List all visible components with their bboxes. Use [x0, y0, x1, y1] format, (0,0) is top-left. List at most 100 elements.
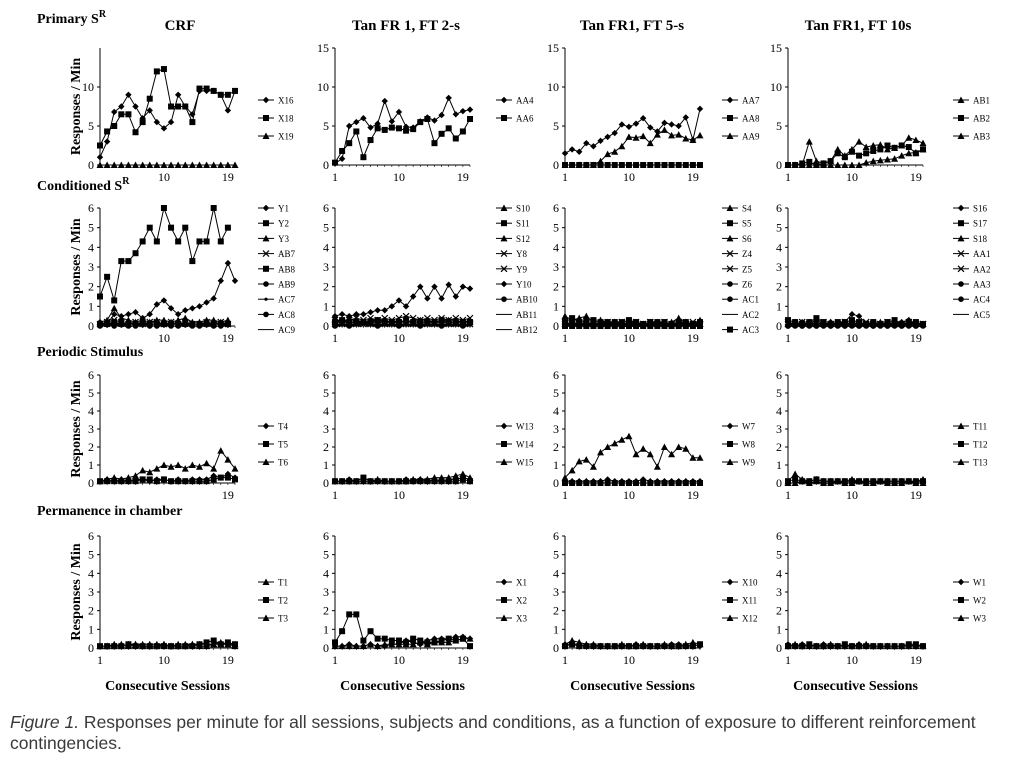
legend-label: AA4: [516, 96, 534, 106]
point-marker-triangle: [466, 635, 474, 642]
point-marker-square: [97, 293, 103, 300]
point-marker-triangle: [345, 477, 353, 485]
point-marker-square: [182, 478, 189, 485]
point-marker-square: [654, 480, 661, 486]
point-marker-triangle: [352, 477, 360, 485]
point-marker-square: [438, 130, 445, 137]
point-marker-diamond: [353, 118, 360, 126]
point-marker-diamond: [675, 122, 682, 130]
point-marker-square: [611, 480, 618, 486]
point-marker-square: [168, 224, 175, 231]
y-tick-label: 6: [776, 368, 782, 382]
point-marker-triangle: [827, 640, 835, 648]
point-marker-triangle: [848, 161, 856, 168]
point-marker-diamond: [682, 114, 689, 121]
point-marker-triangle: [466, 474, 474, 481]
point-marker-triangle: [181, 465, 189, 472]
point-marker-triangle: [798, 161, 806, 168]
point-marker-triangle: [231, 465, 239, 472]
y-tick-label: 2: [553, 604, 559, 618]
point-marker-triangle: [876, 477, 884, 485]
point-marker-diamond: [590, 143, 597, 150]
point-marker-diamond: [445, 281, 452, 288]
point-marker-triangle: [416, 475, 424, 483]
legend-label: S16: [973, 204, 988, 214]
point-marker-circle: [263, 281, 269, 287]
y-tick-label: 1: [323, 299, 329, 313]
point-marker-square: [611, 323, 618, 329]
series-line-W9: [564, 435, 700, 478]
y-tick-label: 2: [553, 280, 559, 294]
point-marker-triangle: [146, 161, 154, 168]
point-marker-triangle: [791, 479, 799, 486]
y-tick-label: 6: [88, 368, 94, 382]
point-marker-circle: [501, 296, 507, 303]
point-marker-square: [697, 162, 703, 168]
point-marker-triangle: [597, 157, 605, 165]
point-marker-square: [353, 128, 360, 135]
point-marker-x: [726, 250, 734, 258]
y-tick-label: 2: [323, 604, 329, 618]
point-marker-diamond: [500, 280, 508, 288]
point-marker-square: [891, 144, 898, 151]
x-tick-label: 19: [457, 488, 469, 502]
y-tick-label: 2: [88, 280, 94, 294]
point-marker-triangle: [883, 642, 891, 650]
legend-label: T1: [278, 578, 288, 588]
point-marker-triangle: [675, 131, 683, 138]
x-tick-label: 19: [222, 488, 234, 502]
point-marker-triangle: [855, 477, 863, 485]
point-marker-triangle: [381, 640, 389, 648]
x-tick-label: 1: [332, 488, 338, 502]
point-marker-triangle: [438, 318, 446, 326]
point-marker-dot: [264, 297, 268, 301]
legend-label: Y1: [278, 204, 289, 214]
point-marker-square: [160, 66, 167, 73]
legend-label: Y9: [516, 264, 527, 274]
figure-panels: CRF Tan FR 1, FT 2-s Tan FR1, FT 5-s Tan FR…: [37, 9, 991, 694]
legend-label: AA3: [973, 280, 991, 290]
point-marker-triangle: [331, 477, 339, 485]
legend-label: X19: [278, 132, 294, 142]
point-marker-circle: [104, 321, 110, 327]
point-marker-triangle: [338, 642, 346, 650]
y-tick-label: 0: [776, 641, 782, 655]
point-marker-square: [132, 129, 139, 136]
point-marker-square: [263, 115, 269, 121]
point-marker-diamond: [957, 204, 965, 212]
point-marker-x: [452, 314, 460, 322]
point-marker-triangle: [181, 642, 189, 650]
legend-label: AC1: [742, 295, 759, 305]
point-marker-square: [111, 297, 118, 304]
point-marker-diamond: [217, 277, 224, 284]
point-marker-square: [625, 323, 632, 329]
point-marker-diamond: [459, 283, 467, 290]
point-marker-triangle: [589, 640, 597, 648]
figure-caption: Figure 1. Responses per minute for all s…: [10, 712, 1015, 754]
y-tick-label: 4: [88, 566, 94, 580]
point-marker-triangle: [841, 161, 849, 168]
point-marker-triangle: [919, 145, 927, 153]
legend-label: S5: [742, 219, 752, 229]
point-marker-diamond: [568, 146, 576, 153]
point-marker-square: [467, 115, 473, 122]
legend-label: W15: [516, 458, 534, 468]
point-marker-triangle: [597, 448, 605, 456]
x-tick-label: 10: [623, 170, 635, 184]
point-marker-square: [118, 111, 125, 118]
point-marker-triangle: [834, 161, 842, 168]
point-marker-triangle: [618, 142, 626, 150]
point-marker-triangle: [696, 640, 704, 648]
point-marker-triangle: [160, 161, 168, 168]
point-marker-triangle: [589, 161, 597, 168]
point-marker-triangle: [646, 139, 654, 147]
point-marker-diamond: [125, 91, 132, 98]
point-marker-triangle: [181, 161, 189, 168]
chart-panel-r1-c4: 0 5 10 15 1 10 19 AB1 AB2 AB3: [770, 41, 991, 184]
legend-label: S4: [742, 204, 752, 214]
point-marker-diamond: [346, 312, 353, 320]
y-tick-label: 3: [553, 585, 559, 599]
point-marker-square: [697, 323, 703, 329]
y-tick-label: 5: [323, 119, 329, 133]
